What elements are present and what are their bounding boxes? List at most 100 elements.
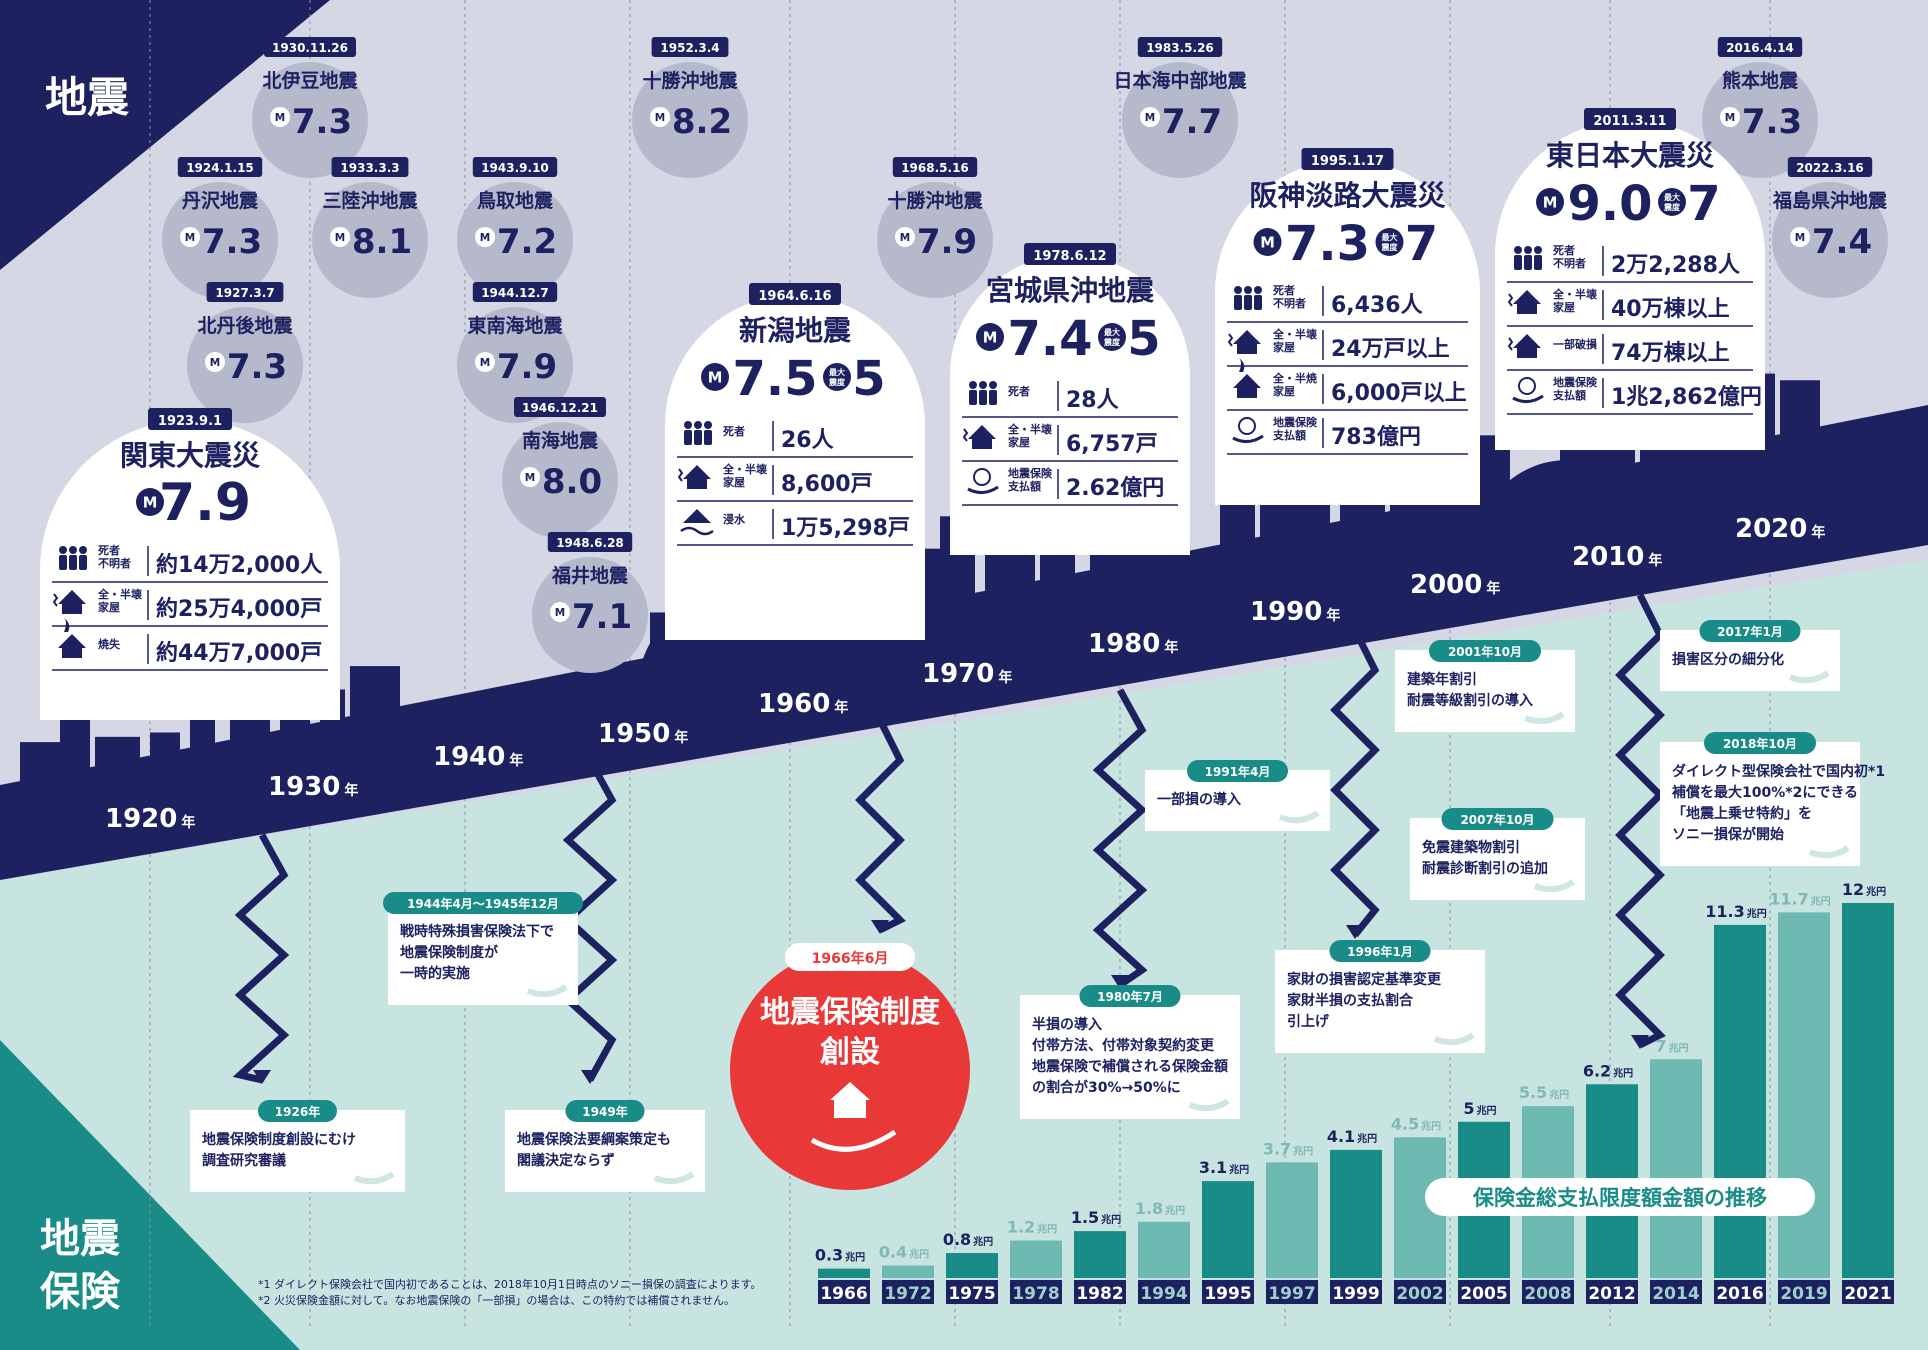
magnitude-m-badge <box>895 227 915 247</box>
crack-line <box>232 833 290 1084</box>
shake-lines <box>677 468 684 482</box>
quake-name: 福井地震 <box>551 564 629 587</box>
event-date-pill <box>565 1100 645 1122</box>
chart-bar <box>1650 1059 1702 1278</box>
hand-watermark-icon <box>1533 879 1575 893</box>
bar-unit-label: 兆円 <box>1229 1163 1249 1176</box>
quake-date-tag <box>472 157 558 177</box>
hand-watermark-icon <box>353 1171 395 1185</box>
magnitude-m-symbol: M <box>335 232 345 244</box>
event-date-pill <box>1329 940 1431 962</box>
category-tag <box>1394 1280 1446 1304</box>
event-text: 地震保険制度が <box>400 944 499 961</box>
crack-arrowhead <box>1346 925 1364 939</box>
quake-date-tag <box>1717 37 1803 57</box>
x-tick-label: 1997 <box>1268 1284 1315 1304</box>
shake-lines <box>1507 337 1514 351</box>
magnitude-m-symbol: M <box>708 369 723 386</box>
stat-label: 死者 <box>1553 243 1575 257</box>
stat-value: 約14万2,000人 <box>156 552 322 578</box>
hand-watermark-icon <box>1788 670 1830 684</box>
small-quake-bubble: 2022.3.16 福島県沖地震 M 7.4 <box>1772 157 1888 298</box>
event-date: 1980年7月 <box>1097 989 1163 1004</box>
stat-label: 全・半壊 <box>1007 422 1053 436</box>
arch-card-shape <box>1215 160 1480 505</box>
house-icon <box>830 1082 870 1118</box>
bar-unit-label: 兆円 <box>1101 1213 1121 1226</box>
quake-bubble-circle <box>1702 62 1818 178</box>
quake-name: 熊本地震 <box>1722 69 1799 92</box>
event-date-pill <box>383 892 583 914</box>
quake-magnitude: 9.0 <box>1567 176 1652 232</box>
crack-line <box>1092 688 1148 988</box>
stat-value: 6,000戸以上 <box>1331 381 1467 406</box>
magnitude-m-badge <box>270 107 290 127</box>
chart-bar <box>1010 1240 1062 1278</box>
quake-magnitude: 7.3 <box>292 102 352 142</box>
quake-date: 1946.12.21 <box>522 401 598 415</box>
building-silhouette <box>60 715 90 791</box>
quake-magnitude: 7.9 <box>917 222 977 262</box>
max-intensity-label: 震度 <box>1381 242 1399 252</box>
person-head <box>979 381 987 389</box>
shake-lines <box>1507 293 1514 307</box>
crack-arrowhead <box>581 1070 599 1084</box>
magnitude-m-badge <box>1720 107 1740 127</box>
event-text: 一部損の導入 <box>1157 791 1241 808</box>
event-text: 付帯方法、付帯対象契約変更 <box>1032 1037 1215 1054</box>
stat-label: 全・半焼 <box>1272 371 1317 385</box>
stat-value: 6,757戸 <box>1066 432 1158 457</box>
small-quake-bubble: 1968.5.16 十勝沖地震 M 7.9 <box>877 157 993 298</box>
quake-magnitude: 7.3 <box>1742 102 1802 142</box>
quake-name: 東日本大震災 <box>1546 139 1715 172</box>
stat-value: 2万2,288人 <box>1611 253 1740 278</box>
quake-date: 1995.1.17 <box>1311 154 1384 169</box>
person-body <box>1254 295 1262 310</box>
event-text: 地震保険制度創設にむけ <box>202 1131 356 1148</box>
house-shape <box>1233 330 1261 354</box>
person-head <box>684 421 692 429</box>
jishin-label: 地震 <box>45 73 130 122</box>
stat-value: 2.62億円 <box>1066 475 1164 501</box>
tsunami-wave-2010s <box>1480 460 1620 560</box>
magnitude-m-badge <box>136 488 164 516</box>
quake-bubble-circle <box>457 307 573 423</box>
year-suffix: 年 <box>181 814 195 831</box>
quake-magnitude: 7.3 <box>227 347 287 387</box>
quake-stat-row: 一部破損 74万棟以上 <box>1507 334 1753 371</box>
quake-intensity: 5 <box>852 351 885 407</box>
stat-label: 全・半壊 <box>1272 327 1318 341</box>
magnitude-m-badge <box>1536 188 1564 216</box>
bar-unit-label: 兆円 <box>1037 1223 1057 1236</box>
x-tick-label: 1982 <box>1076 1284 1123 1304</box>
event-card-box <box>1020 995 1240 1119</box>
quake-date-tag <box>514 397 606 417</box>
small-quake-bubble: 1943.9.10 鳥取地震 M 7.2 <box>457 157 573 298</box>
year-suffix: 年 <box>1326 607 1340 624</box>
event-date: 2007年10月 <box>1460 812 1534 827</box>
hand-watermark-icon <box>1278 810 1320 824</box>
event-text: 補償を最大100%*2にできる <box>1671 784 1858 801</box>
bar-unit-label: 兆円 <box>1165 1204 1185 1217</box>
crack-line <box>1330 628 1380 938</box>
small-quake-bubble: 1933.3.3 三陸沖地震 M 8.1 <box>312 157 428 298</box>
quake-intensity: 5 <box>1127 311 1160 367</box>
quake-date: 1983.5.26 <box>1146 41 1214 55</box>
quake-magnitude: 8.2 <box>672 102 732 142</box>
magnitude-m-badge <box>205 352 225 372</box>
quake-bubble-circle <box>1772 182 1888 298</box>
year-suffix: 年 <box>1164 639 1178 656</box>
category-tag <box>1202 1280 1254 1304</box>
stat-label: 死者 <box>98 543 120 557</box>
chart-title-pill <box>1425 1178 1815 1216</box>
person-head <box>1534 246 1542 254</box>
stat-value: 1兆2,862億円 <box>1611 384 1762 410</box>
